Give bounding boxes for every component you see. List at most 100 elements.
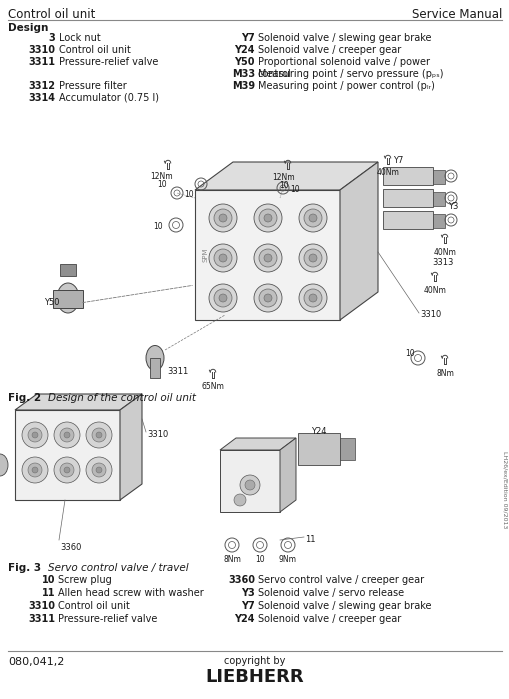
Text: LH26/ex/Edition 09/2013: LH26/ex/Edition 09/2013 — [501, 452, 506, 528]
Bar — [432, 214, 444, 228]
Text: Solenoid valve / servo release: Solenoid valve / servo release — [258, 588, 403, 598]
Text: Solenoid valve / slewing gear brake: Solenoid valve / slewing gear brake — [258, 33, 431, 43]
Text: Y7: Y7 — [241, 33, 254, 43]
Text: Y24: Y24 — [234, 614, 254, 624]
Circle shape — [259, 289, 276, 307]
Text: Pressure-relief valve: Pressure-relief valve — [58, 614, 157, 624]
Ellipse shape — [146, 345, 164, 370]
Circle shape — [308, 254, 317, 262]
Circle shape — [96, 432, 102, 438]
Text: Measuring point / power control (pₗᵣ): Measuring point / power control (pₗᵣ) — [258, 81, 434, 91]
Circle shape — [240, 475, 260, 495]
Text: Allen head screw with washer: Allen head screw with washer — [58, 588, 204, 598]
Ellipse shape — [0, 454, 8, 476]
Circle shape — [64, 432, 70, 438]
Circle shape — [259, 209, 276, 227]
Text: 12Nm: 12Nm — [150, 172, 173, 181]
Text: 10: 10 — [404, 349, 414, 358]
Polygon shape — [279, 438, 295, 512]
Bar — [340, 438, 354, 460]
Text: Solenoid valve / creeper gear: Solenoid valve / creeper gear — [258, 614, 401, 624]
Text: Y50: Y50 — [234, 57, 254, 67]
Circle shape — [92, 428, 106, 442]
Text: 3310: 3310 — [419, 310, 440, 319]
Text: Solenoid valve / creeper gear: Solenoid valve / creeper gear — [258, 45, 401, 55]
Circle shape — [209, 204, 237, 232]
Text: 3360: 3360 — [228, 575, 254, 585]
Polygon shape — [194, 190, 340, 320]
Polygon shape — [120, 394, 142, 500]
Circle shape — [86, 422, 112, 448]
Text: Accumulator (0.75 l): Accumulator (0.75 l) — [59, 93, 159, 103]
Circle shape — [298, 244, 326, 272]
Text: LIEBHERR: LIEBHERR — [205, 668, 304, 686]
Text: 3: 3 — [48, 33, 55, 43]
Text: Y24: Y24 — [234, 45, 254, 55]
Text: 10: 10 — [278, 181, 288, 190]
Circle shape — [22, 457, 48, 483]
Text: 3313: 3313 — [431, 258, 453, 267]
Text: 3360: 3360 — [60, 543, 81, 552]
Circle shape — [214, 289, 232, 307]
Text: M33: M33 — [232, 69, 254, 79]
Circle shape — [264, 214, 271, 222]
Polygon shape — [297, 433, 340, 465]
Circle shape — [253, 204, 281, 232]
Text: Lock nut: Lock nut — [59, 33, 101, 43]
Bar — [382, 189, 432, 207]
Circle shape — [54, 457, 80, 483]
Bar — [432, 192, 444, 206]
Text: 080,041,2: 080,041,2 — [8, 657, 64, 667]
Circle shape — [264, 294, 271, 302]
Circle shape — [60, 463, 74, 477]
Text: 40Nm: 40Nm — [433, 248, 456, 257]
Circle shape — [32, 467, 38, 473]
Text: Proportional solenoid valve / power
control: Proportional solenoid valve / power cont… — [258, 57, 429, 78]
Ellipse shape — [57, 283, 79, 313]
Text: 10: 10 — [254, 555, 264, 564]
Circle shape — [259, 249, 276, 267]
Text: SPM: SPM — [203, 247, 209, 262]
Text: 11: 11 — [304, 535, 315, 544]
Circle shape — [218, 214, 227, 222]
Text: 40Nm: 40Nm — [376, 168, 399, 177]
Polygon shape — [219, 450, 279, 512]
Bar — [432, 170, 444, 184]
Circle shape — [308, 214, 317, 222]
Text: 8Nm: 8Nm — [435, 369, 453, 378]
Bar — [60, 264, 76, 276]
Text: Servo control valve / creeper gear: Servo control valve / creeper gear — [258, 575, 423, 585]
Circle shape — [298, 284, 326, 312]
Circle shape — [214, 209, 232, 227]
Circle shape — [32, 432, 38, 438]
Text: Service Manual: Service Manual — [411, 8, 501, 21]
Text: Servo control valve / travel: Servo control valve / travel — [48, 563, 188, 573]
Text: Y50: Y50 — [44, 298, 60, 307]
Polygon shape — [340, 162, 377, 320]
Text: 11: 11 — [41, 588, 55, 598]
Text: 3310: 3310 — [28, 45, 55, 55]
Circle shape — [244, 480, 254, 490]
Circle shape — [264, 254, 271, 262]
Circle shape — [218, 294, 227, 302]
Circle shape — [64, 467, 70, 473]
Polygon shape — [15, 410, 120, 500]
Text: M39: M39 — [232, 81, 254, 91]
Text: 10: 10 — [290, 185, 299, 194]
Polygon shape — [15, 394, 142, 410]
Circle shape — [209, 244, 237, 272]
Text: Measuring point / servo pressure (pₚₛ): Measuring point / servo pressure (pₚₛ) — [258, 69, 443, 79]
Text: 10: 10 — [157, 180, 166, 189]
Text: Pressure-relief valve: Pressure-relief valve — [59, 57, 158, 67]
Circle shape — [303, 209, 321, 227]
Bar — [53, 290, 83, 308]
Text: Fig. 3: Fig. 3 — [8, 563, 41, 573]
Text: Y24: Y24 — [310, 427, 326, 436]
Text: 12Nm: 12Nm — [272, 173, 295, 182]
Text: Screw plug: Screw plug — [58, 575, 111, 585]
Text: Control oil unit: Control oil unit — [8, 8, 95, 21]
Circle shape — [303, 249, 321, 267]
Circle shape — [86, 457, 112, 483]
Bar — [150, 358, 160, 378]
Text: Control oil unit: Control oil unit — [58, 601, 130, 611]
